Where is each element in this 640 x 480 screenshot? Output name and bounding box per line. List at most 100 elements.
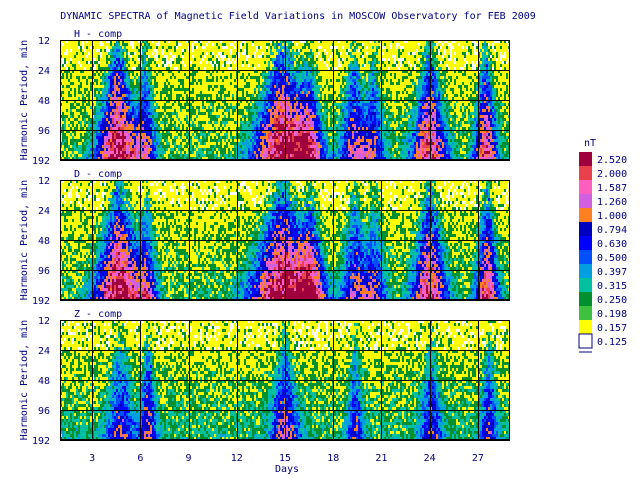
spectrum-cell — [164, 115, 166, 118]
spectrum-cell — [292, 61, 294, 64]
spectrum-cell — [266, 76, 268, 79]
spectrum-cell — [64, 43, 66, 46]
spectrum-cell — [112, 154, 114, 157]
spectrum-cell — [220, 100, 222, 103]
spectrum-cell — [242, 124, 244, 127]
spectrum-cell — [360, 154, 362, 157]
spectrum-cell — [130, 85, 132, 88]
spectrum-cell — [134, 145, 136, 148]
spectrum-cell — [294, 130, 296, 133]
spectrum-cell — [152, 115, 154, 118]
spectrum-cell — [238, 61, 240, 64]
spectrum-cell — [288, 43, 290, 46]
spectrum-cell — [132, 109, 134, 112]
spectrum-cell — [176, 88, 178, 91]
spectrum-cell — [298, 94, 300, 97]
spectrum-cell — [232, 67, 234, 70]
spectrum-cell — [120, 124, 122, 127]
spectrum-cell — [314, 112, 316, 115]
spectrum-cell — [122, 121, 124, 124]
spectrum-cell — [234, 76, 236, 79]
spectrum-cell — [260, 94, 262, 97]
spectrum-cell — [218, 157, 220, 160]
spectrum-cell — [286, 109, 288, 112]
spectrum-cell — [340, 46, 342, 49]
spectrum-cell — [368, 85, 370, 88]
spectrum-cell — [252, 85, 254, 88]
spectrum-cell — [104, 148, 106, 151]
spectrum-cell — [276, 100, 278, 103]
spectrum-cell — [308, 55, 310, 58]
spectrum-cell — [156, 112, 158, 115]
spectrum-cell — [266, 109, 268, 112]
spectrum-cell — [82, 97, 84, 100]
spectrum-cell — [170, 52, 172, 55]
spectrum-cell — [342, 58, 344, 61]
spectrum-cell — [256, 142, 258, 145]
spectrum-cell — [334, 109, 336, 112]
spectrum-cell — [122, 67, 124, 70]
spectrum-cell — [114, 145, 116, 148]
spectrum-cell — [302, 85, 304, 88]
spectrum-cell — [320, 70, 322, 73]
spectrum-cell — [296, 124, 298, 127]
spectrum-cell — [150, 97, 152, 100]
spectrum-cell — [288, 55, 290, 58]
spectrum-cell — [280, 85, 282, 88]
spectrum-cell — [122, 157, 124, 160]
spectrum-cell — [176, 127, 178, 130]
spectrum-cell — [150, 124, 152, 127]
spectrum-cell — [298, 136, 300, 139]
spectrum-cell — [120, 58, 122, 61]
spectrum-cell — [78, 148, 80, 151]
spectrum-cell — [258, 121, 260, 124]
spectrum-cell — [314, 115, 316, 118]
spectrum-cell — [90, 145, 92, 148]
spectrum-cell — [142, 88, 144, 91]
spectrum-cell — [302, 94, 304, 97]
spectrum-cell — [240, 106, 242, 109]
spectrum-cell — [316, 118, 318, 121]
spectrum-cell — [342, 103, 344, 106]
spectrum-cell — [304, 136, 306, 139]
spectrum-cell — [294, 49, 296, 52]
spectrum-cell — [208, 40, 210, 43]
spectrum-cell — [196, 67, 198, 70]
spectrum-cell — [134, 58, 136, 61]
spectrum-cell — [84, 145, 86, 148]
spectrum-cell — [338, 40, 340, 43]
spectrum-cell — [256, 112, 258, 115]
spectrum-cell — [308, 94, 310, 97]
spectrum-cell — [96, 70, 98, 73]
spectrum-cell — [334, 118, 336, 121]
spectrum-cell — [262, 88, 264, 91]
spectrum-cell — [270, 121, 272, 124]
spectrum-cell — [98, 133, 100, 136]
spectrum-cell — [122, 43, 124, 46]
spectrum-cell — [352, 151, 354, 154]
spectrum-cell — [360, 139, 362, 142]
spectrum-cell — [106, 73, 108, 76]
spectrum-cell — [208, 121, 210, 124]
spectrum-cell — [100, 40, 102, 43]
spectrum-cell — [210, 61, 212, 64]
spectrum-cell — [108, 106, 110, 109]
spectrum-cell — [74, 103, 76, 106]
spectrum-cell — [222, 106, 224, 109]
spectrum-cell — [146, 112, 148, 115]
spectrum-cell — [142, 55, 144, 58]
spectrum-cell — [348, 67, 350, 70]
spectrum-cell — [338, 127, 340, 130]
spectrum-cell — [130, 82, 132, 85]
spectrum-cell — [158, 61, 160, 64]
spectrum-cell — [90, 157, 92, 160]
spectrum-cell — [322, 100, 324, 103]
spectrum-cell — [120, 73, 122, 76]
spectrum-cell — [82, 76, 84, 79]
spectrum-cell — [254, 127, 256, 130]
spectrum-cell — [192, 127, 194, 130]
spectrum-cell — [276, 136, 278, 139]
spectrum-cell — [76, 46, 78, 49]
spectrum-cell — [210, 112, 212, 115]
spectrum-cell — [196, 154, 198, 157]
